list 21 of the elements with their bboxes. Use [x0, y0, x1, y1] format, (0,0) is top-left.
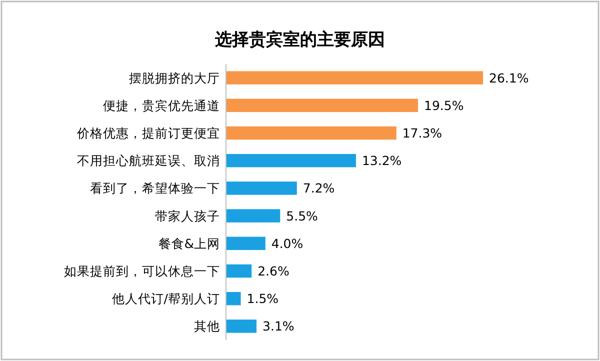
y-tick-label: 不用担心航班延误、取消	[77, 153, 220, 168]
y-tick-label: 他人代订/帮别人订	[112, 291, 220, 306]
y-tick-label: 价格优惠，提前订更便宜	[76, 126, 220, 140]
y-tick-label: 便捷，贵宾优先通道	[103, 98, 220, 113]
y-tick-label: 如果提前到，可以休息一下	[64, 264, 220, 278]
data-label: 13.2%	[362, 153, 402, 168]
y-tick-label: 带家人孩子	[155, 208, 220, 224]
data-label: 7.2%	[302, 180, 335, 196]
data-label: 3.1%	[262, 318, 294, 334]
y-tick-label: 看到了，希望体验一下	[90, 180, 220, 196]
y-tick-label: 其他	[194, 318, 220, 334]
chart-title: 选择贵宾室的主要原因	[214, 30, 385, 50]
y-tick-label: 摆脱拥挤的大厅	[129, 70, 220, 86]
data-label: 17.3%	[402, 126, 442, 140]
data-label: 1.5%	[246, 291, 279, 306]
data-label: 5.5%	[286, 208, 318, 224]
data-label: 26.1%	[489, 70, 529, 86]
data-label: 4.0%	[271, 236, 304, 251]
data-label: 19.5%	[424, 98, 464, 113]
data-label: 2.6%	[258, 264, 290, 278]
y-tick-label: 餐食&上网	[158, 236, 220, 251]
